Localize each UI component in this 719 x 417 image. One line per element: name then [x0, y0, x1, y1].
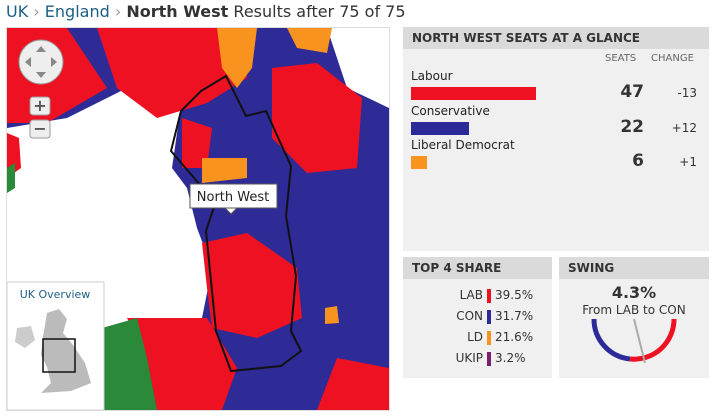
seat-count: 47 [620, 82, 644, 102]
region [325, 306, 339, 324]
region [7, 163, 15, 193]
share-party: LAB [459, 288, 483, 302]
crumb-link[interactable]: UK [6, 2, 29, 21]
crumb-link[interactable]: England [44, 2, 110, 21]
swing-caption: From LAB to CON [582, 303, 686, 317]
region-label: North West [197, 190, 269, 205]
region [202, 158, 247, 183]
party-name: Labour [411, 69, 453, 83]
share-party: LD [467, 330, 483, 344]
column-header: SEATS [605, 53, 637, 64]
share-swatch [487, 289, 491, 303]
pan-control[interactable] [18, 39, 64, 85]
overview-label: UK Overview [20, 288, 91, 301]
region [317, 358, 389, 410]
sea [327, 28, 389, 108]
swing-value: 4.3% [611, 283, 657, 302]
gauge-needle [633, 318, 646, 364]
map[interactable]: + − North West UK Overview [6, 27, 390, 411]
region-label-box [189, 183, 278, 209]
region [127, 318, 237, 410]
share-panel: TOP 4 SHARE LAB 39.5% CON 31.7% LD 21.6% UKIP 3… [403, 257, 552, 378]
overview-map [15, 326, 35, 348]
party-name: Conservative [411, 103, 490, 118]
region-outline [169, 74, 303, 373]
seat-change: +1 [679, 155, 697, 169]
seat-bar [411, 87, 536, 100]
crumb-current: North West [126, 2, 229, 21]
share-party: UKIP [455, 351, 483, 365]
region [272, 63, 362, 173]
panel-title: TOP 4 SHARE [403, 257, 552, 279]
seat-change: +12 [671, 120, 697, 135]
panel-title: SWING [559, 257, 709, 279]
overview-viewport [42, 338, 76, 373]
swing-panel: SWING 4.3% From LAB to CON [559, 257, 709, 378]
share-swatch [487, 331, 491, 345]
share-value: 31.7% [495, 309, 534, 323]
share-value: 21.6% [495, 330, 534, 344]
share-party: CON [456, 309, 483, 323]
label-pointer [223, 207, 239, 215]
separator: › [114, 2, 122, 21]
column-header: CHANGE [651, 53, 694, 64]
separator: › [33, 2, 40, 21]
region [97, 28, 247, 118]
status: Results after 75 of 75 [233, 2, 406, 21]
breadcrumb: UK › England › North West Results after … [6, 2, 406, 21]
region [202, 233, 302, 338]
share-value: 3.2% [495, 351, 526, 365]
zoom-in-icon: + [33, 96, 46, 115]
swing-gauge [591, 318, 677, 364]
zoom-out-icon: − [33, 119, 46, 138]
gauge-lab [629, 318, 677, 362]
seat-count: 6 [632, 151, 644, 171]
seat-count: 22 [620, 116, 644, 137]
zoom-out[interactable] [29, 119, 51, 139]
share-value: 39.5% [495, 288, 534, 302]
share-swatch [487, 310, 491, 324]
seat-bar [411, 121, 470, 135]
seats-panel: NORTH WEST SEATS AT A GLANCE SEATS CHANG… [403, 27, 709, 251]
seat-change: -13 [677, 86, 697, 100]
region [217, 28, 257, 88]
zoom-in[interactable] [29, 96, 51, 116]
share-swatch [487, 352, 491, 366]
region [287, 28, 332, 53]
region [182, 118, 212, 168]
gauge-con [591, 318, 631, 362]
region [102, 318, 157, 410]
seat-bar [411, 156, 427, 169]
party-name: Liberal Democrat [411, 138, 515, 152]
panel-title: NORTH WEST SEATS AT A GLANCE [403, 27, 709, 49]
